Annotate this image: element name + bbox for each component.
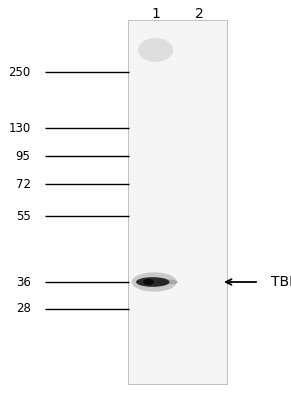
Text: 36: 36 bbox=[16, 276, 31, 288]
Ellipse shape bbox=[136, 277, 169, 287]
Text: 130: 130 bbox=[8, 122, 31, 134]
Text: 28: 28 bbox=[16, 302, 31, 315]
Ellipse shape bbox=[138, 38, 173, 62]
Text: 250: 250 bbox=[8, 66, 31, 78]
Text: 2: 2 bbox=[195, 7, 204, 21]
Text: TBP: TBP bbox=[271, 275, 291, 289]
Ellipse shape bbox=[143, 279, 154, 285]
Text: 95: 95 bbox=[16, 150, 31, 162]
Text: 1: 1 bbox=[151, 7, 160, 21]
Text: 55: 55 bbox=[16, 210, 31, 222]
Bar bbox=[128, 20, 227, 384]
Ellipse shape bbox=[157, 280, 178, 284]
Text: 72: 72 bbox=[15, 178, 31, 190]
Ellipse shape bbox=[132, 272, 177, 292]
